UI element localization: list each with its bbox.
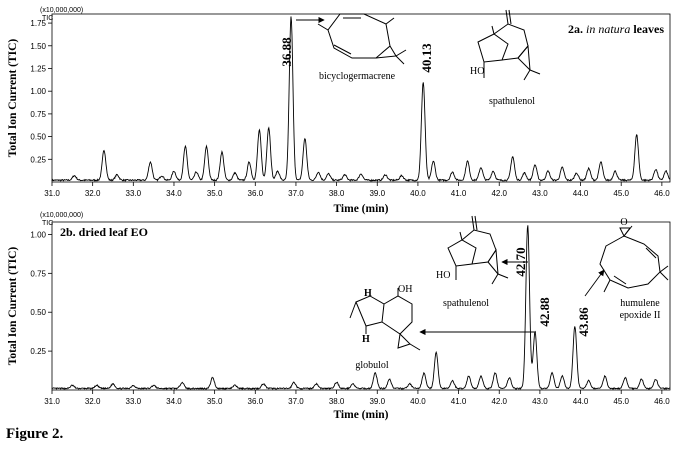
globulol-structure-icon: [349, 288, 421, 351]
panel-b-chart: (x10,000,000) TIC 0.250.500.751.00 31.0 3…: [7, 212, 671, 421]
bicyclogermacrene-structure-icon: [317, 13, 407, 65]
spathulenol-structure-icon: [447, 215, 509, 285]
panel-b-x-axis: 31.0 32.0 33.0 34.0 35.0 36.0 37.0 38.0 39.0 40.0…: [44, 390, 670, 406]
x-tick-label: 43.0: [532, 397, 548, 406]
compound-spathulenol-b: spathulenol: [443, 298, 489, 309]
x-tick-label: 33.0: [126, 397, 142, 406]
panel-b-plot-frame: [51, 221, 671, 391]
x-tick-label: 34.0: [166, 189, 182, 198]
panel-a-scale-label: (x10,000,000): [40, 7, 83, 14]
x-tick-label: 42.0: [491, 397, 507, 406]
compound-bicyclogermacrene: bicyclogermacrene: [319, 71, 396, 82]
x-tick-label: 41.0: [451, 189, 467, 198]
globulol-h-label-bottom: H: [362, 334, 370, 345]
panel-b-y-axis: 0.25 0.50 0.75 1.00: [30, 230, 52, 356]
x-tick-label: 42.0: [491, 189, 507, 198]
x-tick-label: 43.0: [532, 189, 548, 198]
y-tick-label: 0.25: [30, 155, 46, 164]
y-tick-label: 1.00: [30, 230, 46, 239]
panel-b-x-axis-label: Time (min): [333, 409, 388, 421]
x-tick-label: 37.0: [288, 397, 304, 406]
panel-b-signal-label: TIC: [42, 220, 53, 227]
x-tick-label: 36.0: [248, 397, 264, 406]
x-tick-label: 45.0: [613, 189, 629, 198]
y-tick-label: 0.50: [30, 308, 46, 317]
globulol-h-label-top: H: [364, 288, 372, 299]
spathulenol-hydroxyl-label: HO: [470, 66, 484, 77]
x-tick-label: 40.0: [410, 397, 426, 406]
x-tick-label: 44.0: [573, 189, 589, 198]
compound-globulol: globulol: [355, 360, 389, 371]
y-tick-label: 0.75: [30, 269, 46, 278]
panel-b-title: 2b. dried leaf EO: [60, 225, 148, 239]
panel-b-scale-label: (x10,000,000): [40, 212, 83, 219]
x-tick-label: 32.0: [85, 397, 101, 406]
x-tick-label: 32.0: [85, 189, 101, 198]
y-tick-label: 1.75: [30, 19, 46, 28]
x-tick-label: 31.0: [44, 397, 60, 406]
panel-a-x-axis: 31.0 32.0 33.0 34.0 35.0 36.0 37.0 38.0 39.0 40.0…: [44, 182, 670, 198]
y-tick-label: 1.50: [30, 42, 46, 51]
x-tick-label: 39.0: [369, 189, 385, 198]
humulene-epoxide-structure-icon: [599, 225, 669, 293]
x-tick-label: 46.0: [654, 189, 670, 198]
panel-a-y-axis-label: Total Ion Current (TIC): [7, 39, 19, 158]
panel-a-signal-label: TIC: [42, 15, 53, 22]
panel-a-y-axis: 0.25 0.50 0.75 1.00 1.25 1.50 1.75: [30, 19, 52, 164]
globulol-hydroxyl-label: OH: [398, 284, 412, 295]
x-tick-label: 35.0: [207, 189, 223, 198]
x-tick-label: 39.0: [369, 397, 385, 406]
peak-label-42-88: 42.88: [537, 297, 552, 327]
x-tick-label: 38.0: [329, 397, 345, 406]
compound-humulene-epoxide-line1: humulene: [620, 298, 660, 309]
y-tick-label: 0.50: [30, 133, 46, 142]
y-tick-label: 0.25: [30, 347, 46, 356]
epoxide-oxygen-label: O: [620, 217, 627, 228]
y-tick-label: 1.00: [30, 87, 46, 96]
x-tick-label: 45.0: [613, 397, 629, 406]
panel-a-title: 2a. in natura leaves: [568, 22, 664, 36]
compound-spathulenol-a: spathulenol: [489, 96, 535, 107]
x-tick-label: 41.0: [451, 397, 467, 406]
compound-humulene-epoxide-line2: epoxide II: [620, 310, 661, 321]
x-tick-label: 35.0: [207, 397, 223, 406]
x-tick-label: 36.0: [248, 189, 264, 198]
x-tick-label: 46.0: [654, 397, 670, 406]
peak-label-36-88: 36.88: [279, 37, 294, 67]
panel-a-tic-trace: [51, 16, 671, 183]
panel-a-plot-frame: [51, 13, 671, 183]
x-tick-label: 31.0: [44, 189, 60, 198]
panel-b-tic-trace: [51, 225, 670, 391]
panel-a-x-axis-label: Time (min): [333, 203, 388, 215]
y-tick-label: 1.25: [30, 64, 46, 73]
arrow-to-humulene-epoxide: [584, 269, 605, 297]
x-tick-label: 38.0: [329, 189, 345, 198]
peak-label-40-13: 40.13: [419, 43, 434, 73]
panel-a-chart: (x10,000,000) TIC 0.25 0.50 0.75 1.00 1.25 1.…: [7, 7, 671, 215]
panel-b-y-axis-label: Total Ion Current (TIC): [7, 247, 19, 366]
x-tick-label: 37.0: [288, 189, 304, 198]
y-tick-label: 0.75: [30, 110, 46, 119]
figure-caption: Figure 2.: [6, 426, 64, 442]
x-tick-label: 40.0: [410, 189, 426, 198]
spathulenol-hydroxyl-label-b: HO: [436, 270, 450, 281]
x-tick-label: 34.0: [166, 397, 182, 406]
spathulenol-structure-icon: [477, 9, 541, 81]
peak-label-43-86: 43.86: [576, 307, 591, 337]
x-tick-label: 33.0: [126, 189, 142, 198]
x-tick-label: 44.0: [573, 397, 589, 406]
